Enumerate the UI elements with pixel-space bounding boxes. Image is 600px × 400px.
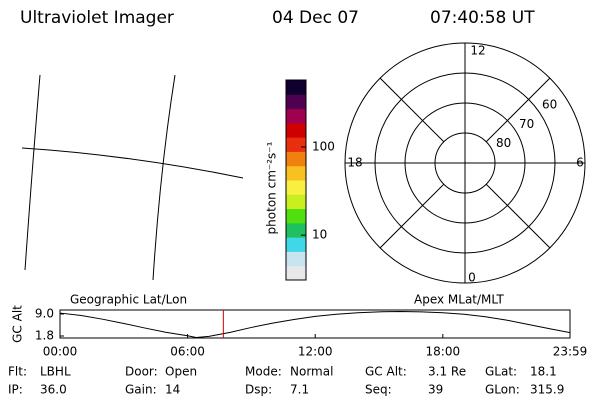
apex-label: Apex MLat/MLT <box>414 293 504 307</box>
mlt-label: 18 <box>347 156 362 170</box>
meridian <box>24 74 41 271</box>
info-label: GC Alt: <box>365 365 407 379</box>
colorbar-segment <box>286 122 306 138</box>
meridian <box>152 74 176 281</box>
colorbar-segment <box>286 80 306 95</box>
colorbar-segment <box>286 265 306 281</box>
info-value: 3.1 Re <box>428 365 466 379</box>
date: 04 Dec 07 <box>272 8 359 28</box>
title: Ultraviolet Imager <box>20 8 174 28</box>
info-label: Mode: <box>245 365 282 379</box>
info-value: 36.0 <box>40 383 67 397</box>
colorbar-segment <box>286 251 306 267</box>
alt-y-label: 1.8 <box>35 329 54 343</box>
alt-label: GC Alt <box>11 305 25 343</box>
colorbar-segment <box>286 208 306 224</box>
mlt-label: 6 <box>576 156 584 170</box>
colorbar-segment <box>286 222 306 238</box>
info-value: 39 <box>428 383 443 397</box>
alt-frame <box>59 309 571 339</box>
colorbar-segment <box>286 94 306 110</box>
mlt-diagonal <box>485 77 551 143</box>
colorbar-segment <box>286 180 306 195</box>
mlt-label: 0 <box>468 271 476 285</box>
alt-x-label: 12:00 <box>298 345 333 359</box>
alt-curve <box>59 311 571 339</box>
colorbar-tick-label: 100 <box>312 139 335 153</box>
mlt-diagonal <box>379 77 445 143</box>
mlt-diagonal <box>379 183 445 249</box>
mlt-label: 12 <box>470 44 485 58</box>
info-value: Normal <box>290 365 333 379</box>
info-label: IP: <box>8 383 23 397</box>
colorbar-frame <box>285 79 307 281</box>
colorbar-segment <box>286 165 306 181</box>
info-label: Door: <box>125 365 158 379</box>
parallel <box>21 147 244 179</box>
mlat-label: 60 <box>542 98 557 112</box>
alt-y-label: 9.0 <box>35 306 54 320</box>
mlat-label: 70 <box>519 117 534 131</box>
info-label: Seq: <box>365 383 392 397</box>
info-value: 14 <box>165 383 180 397</box>
alt-x-label: 23:59 <box>553 345 588 359</box>
info-value: LBHL <box>40 365 71 379</box>
colorbar-segment <box>286 237 306 252</box>
info-label: Dsp: <box>245 383 272 397</box>
mlt-diagonal <box>485 183 551 249</box>
colorbar-segment <box>286 108 306 124</box>
info-label: GLon: <box>485 383 520 397</box>
info-value: Open <box>165 365 197 379</box>
alt-x-label: 18:00 <box>426 345 461 359</box>
geo-label: Geographic Lat/Lon <box>70 293 187 307</box>
colorbar-segment <box>286 137 306 152</box>
alt-x-label: 00:00 <box>43 345 78 359</box>
info-label: Flt: <box>8 365 27 379</box>
time: 07:40:58 UT <box>430 8 535 28</box>
colorbar-segment <box>286 194 306 210</box>
colorbar-segment <box>286 151 306 167</box>
colorbar-tick-label: 10 <box>312 228 327 242</box>
info-value: 7.1 <box>290 383 309 397</box>
alt-x-label: 06:00 <box>170 345 205 359</box>
colorbar-label: photon cm⁻²s⁻¹ <box>265 141 279 234</box>
info-label: GLat: <box>485 365 517 379</box>
info-value: 18.1 <box>530 365 557 379</box>
info-label: Gain: <box>125 383 157 397</box>
geo-grid <box>21 74 244 281</box>
info-value: 315.9 <box>530 383 564 397</box>
mlat-label: 80 <box>496 136 511 150</box>
